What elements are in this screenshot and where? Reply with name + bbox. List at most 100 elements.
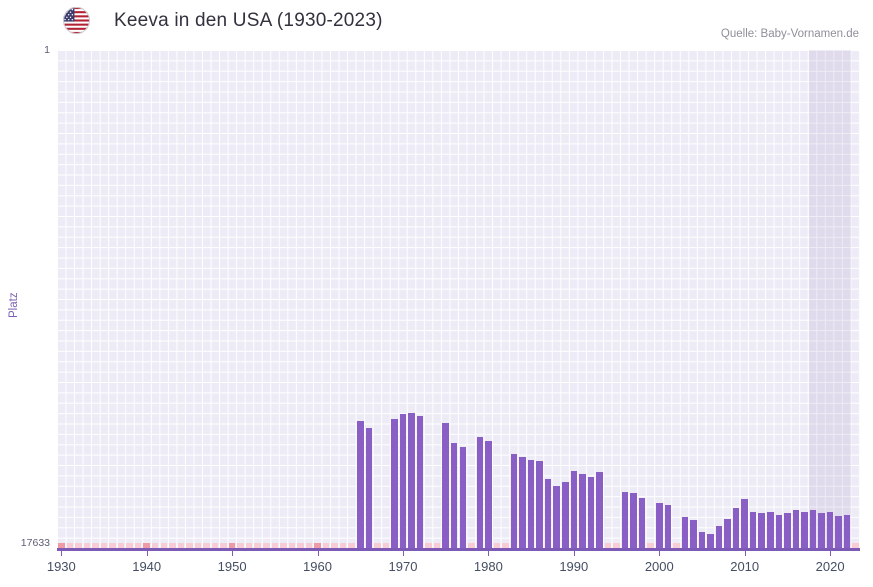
x-tick-mark-2000 — [659, 551, 661, 556]
bar-1997 — [630, 493, 637, 548]
no-data-marker-1939 — [134, 543, 142, 548]
x-tick-label-1980: 1980 — [473, 559, 503, 574]
x-tick-mark-1990 — [573, 551, 575, 556]
bar-1987 — [544, 479, 552, 548]
no-data-marker-1953 — [254, 543, 261, 548]
no-data-marker-1956 — [280, 543, 287, 548]
no-data-marker-1932 — [75, 543, 82, 548]
bar-2016 — [792, 510, 800, 548]
bar-1998 — [638, 497, 646, 548]
x-tick-mark-1960 — [317, 551, 319, 556]
bar-1984 — [519, 456, 526, 548]
bar-2006 — [707, 534, 714, 548]
source-credit-link[interactable]: Quelle: Baby-Vornamen.de — [720, 28, 859, 40]
no-data-marker-1963 — [339, 543, 347, 548]
bar-1979 — [476, 436, 484, 548]
no-data-marker-1952 — [245, 543, 253, 548]
bar-1965 — [356, 421, 364, 548]
no-data-marker-1940 — [143, 543, 150, 548]
no-data-marker-1938 — [126, 543, 133, 548]
bar-2008 — [724, 518, 731, 548]
no-data-marker-1942 — [160, 543, 168, 548]
us-flag-icon — [63, 6, 90, 34]
no-data-marker-1962 — [331, 543, 338, 548]
no-data-marker-1948 — [211, 543, 219, 548]
bar-1970 — [399, 414, 407, 548]
no-data-marker-1935 — [100, 543, 108, 548]
bar-1988 — [553, 486, 560, 548]
y-tick-label-bottom: 17633 — [20, 537, 50, 549]
bar-2012 — [758, 513, 766, 548]
no-data-marker-1944 — [177, 543, 185, 548]
x-tick-mark-1940 — [146, 551, 148, 556]
bar-1990 — [570, 470, 578, 548]
no-data-marker-1936 — [109, 543, 116, 548]
no-data-marker-1950 — [228, 543, 236, 548]
bar-2020 — [826, 511, 834, 548]
bar-2005 — [698, 531, 706, 548]
bar-1969 — [391, 418, 398, 548]
bar-2001 — [664, 504, 672, 548]
bar-1986 — [536, 460, 543, 548]
bar-1985 — [527, 459, 535, 548]
bar-1971 — [408, 412, 415, 548]
x-tick-label-2020: 2020 — [815, 559, 845, 574]
x-axis: 1930 1940 1950 1960 1970 1980 1990 2000 2010 2020 — [47, 551, 860, 583]
x-tick-mark-1970 — [403, 551, 404, 556]
no-data-marker-1961 — [322, 543, 330, 548]
no-data-marker-1958 — [297, 543, 304, 548]
x-tick-label-2000: 2000 — [644, 559, 674, 574]
bar-2022 — [843, 514, 851, 548]
no-data-marker-1982 — [502, 543, 509, 548]
bar-1983 — [510, 453, 518, 548]
bar-1993 — [596, 472, 603, 548]
no-data-marker-1960 — [314, 543, 321, 548]
no-data-marker-1955 — [271, 543, 279, 548]
bar-2019 — [818, 513, 825, 548]
no-data-marker-1995 — [613, 543, 620, 548]
no-data-marker-2002 — [673, 543, 680, 548]
no-data-marker-1981 — [493, 543, 501, 548]
no-data-marker-1968 — [382, 543, 390, 548]
x-tick-label-1970: 1970 — [388, 559, 418, 574]
bar-2000 — [655, 503, 663, 548]
no-data-marker-1946 — [194, 543, 202, 548]
bar-2018 — [809, 510, 817, 548]
no-data-marker-1941 — [151, 543, 159, 548]
no-data-marker-1964 — [348, 543, 355, 548]
no-data-marker-1943 — [169, 543, 176, 548]
no-data-marker-1951 — [237, 543, 244, 548]
bar-2004 — [690, 520, 697, 548]
bar-1976 — [450, 442, 458, 548]
no-data-marker-1954 — [263, 543, 270, 548]
bar-2007 — [715, 525, 723, 548]
no-data-marker-1973 — [425, 543, 432, 548]
bar-2014 — [775, 514, 783, 548]
no-data-marker-1957 — [288, 543, 296, 548]
x-tick-mark-1980 — [488, 551, 490, 556]
no-data-marker-1931 — [66, 543, 74, 548]
x-tick-label-1930: 1930 — [46, 559, 76, 574]
bar-1992 — [587, 476, 595, 548]
no-data-marker-1937 — [117, 543, 125, 548]
y-axis-title: Platz — [8, 292, 20, 318]
page-title: Keeva in den USA (1930-2023) — [114, 10, 383, 31]
bar-1980 — [485, 441, 492, 548]
y-tick-label-top: 1 — [44, 44, 50, 56]
x-tick-mark-2020 — [830, 551, 832, 556]
bar-2009 — [732, 507, 740, 548]
bar-2011 — [749, 511, 757, 548]
x-axis-line — [57, 548, 860, 551]
bar-2017 — [801, 511, 808, 548]
bar-1977 — [459, 446, 467, 548]
no-data-marker-1930 — [58, 543, 65, 548]
bar-1996 — [621, 492, 629, 548]
bar-1966 — [365, 428, 373, 548]
no-data-marker-1947 — [203, 543, 210, 548]
no-data-marker-2023 — [852, 543, 859, 548]
x-tick-label-1940: 1940 — [132, 559, 162, 574]
x-tick-label-1960: 1960 — [303, 559, 332, 574]
no-data-marker-1945 — [186, 543, 193, 548]
no-data-marker-1974 — [433, 543, 441, 548]
